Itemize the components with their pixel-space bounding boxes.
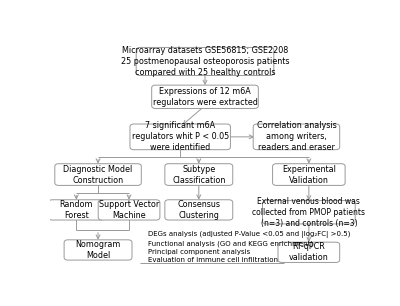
Text: Diagnostic Model
Construction: Diagnostic Model Construction <box>64 165 133 185</box>
Text: RT-qPCR
validation: RT-qPCR validation <box>289 242 329 262</box>
FancyBboxPatch shape <box>253 124 340 150</box>
FancyBboxPatch shape <box>165 164 233 185</box>
Text: Support Vector
Machine: Support Vector Machine <box>99 200 159 220</box>
Text: 7 significant m6A
regulators whit P < 0.05
were identified: 7 significant m6A regulators whit P < 0.… <box>132 121 229 152</box>
FancyBboxPatch shape <box>64 240 132 260</box>
FancyBboxPatch shape <box>130 124 230 150</box>
FancyBboxPatch shape <box>272 164 345 185</box>
FancyBboxPatch shape <box>262 201 355 224</box>
Text: DEGs analysis (adjusted P-Value <0.05 and |log₂FC| >0.5)
Functional analysis (GO: DEGs analysis (adjusted P-Value <0.05 an… <box>148 231 350 263</box>
Text: Experimental
Validation: Experimental Validation <box>282 165 336 185</box>
Text: Correlation analysis
among writers,
readers and eraser: Correlation analysis among writers, read… <box>256 121 336 152</box>
Text: Subtype
Classification: Subtype Classification <box>172 165 226 185</box>
Text: Microarray datasets GSE56815; GSE2208
25 postmenopausal osteoporosis patients
co: Microarray datasets GSE56815; GSE2208 25… <box>121 46 289 77</box>
Text: Consensus
Clustering: Consensus Clustering <box>177 200 220 220</box>
FancyBboxPatch shape <box>152 85 258 108</box>
Text: Expressions of 12 m6A
regulators were extracted: Expressions of 12 m6A regulators were ex… <box>152 87 258 107</box>
FancyBboxPatch shape <box>49 200 104 220</box>
FancyBboxPatch shape <box>278 242 340 263</box>
Text: Nomogram
Model: Nomogram Model <box>75 240 121 260</box>
FancyBboxPatch shape <box>55 164 141 185</box>
Text: Random
Forest: Random Forest <box>60 200 93 220</box>
FancyBboxPatch shape <box>98 200 160 220</box>
FancyBboxPatch shape <box>165 200 233 220</box>
FancyBboxPatch shape <box>136 47 274 76</box>
Text: External venous blood was
collected from PMOP patients
(n=3) and controls (n=3): External venous blood was collected from… <box>252 197 365 228</box>
